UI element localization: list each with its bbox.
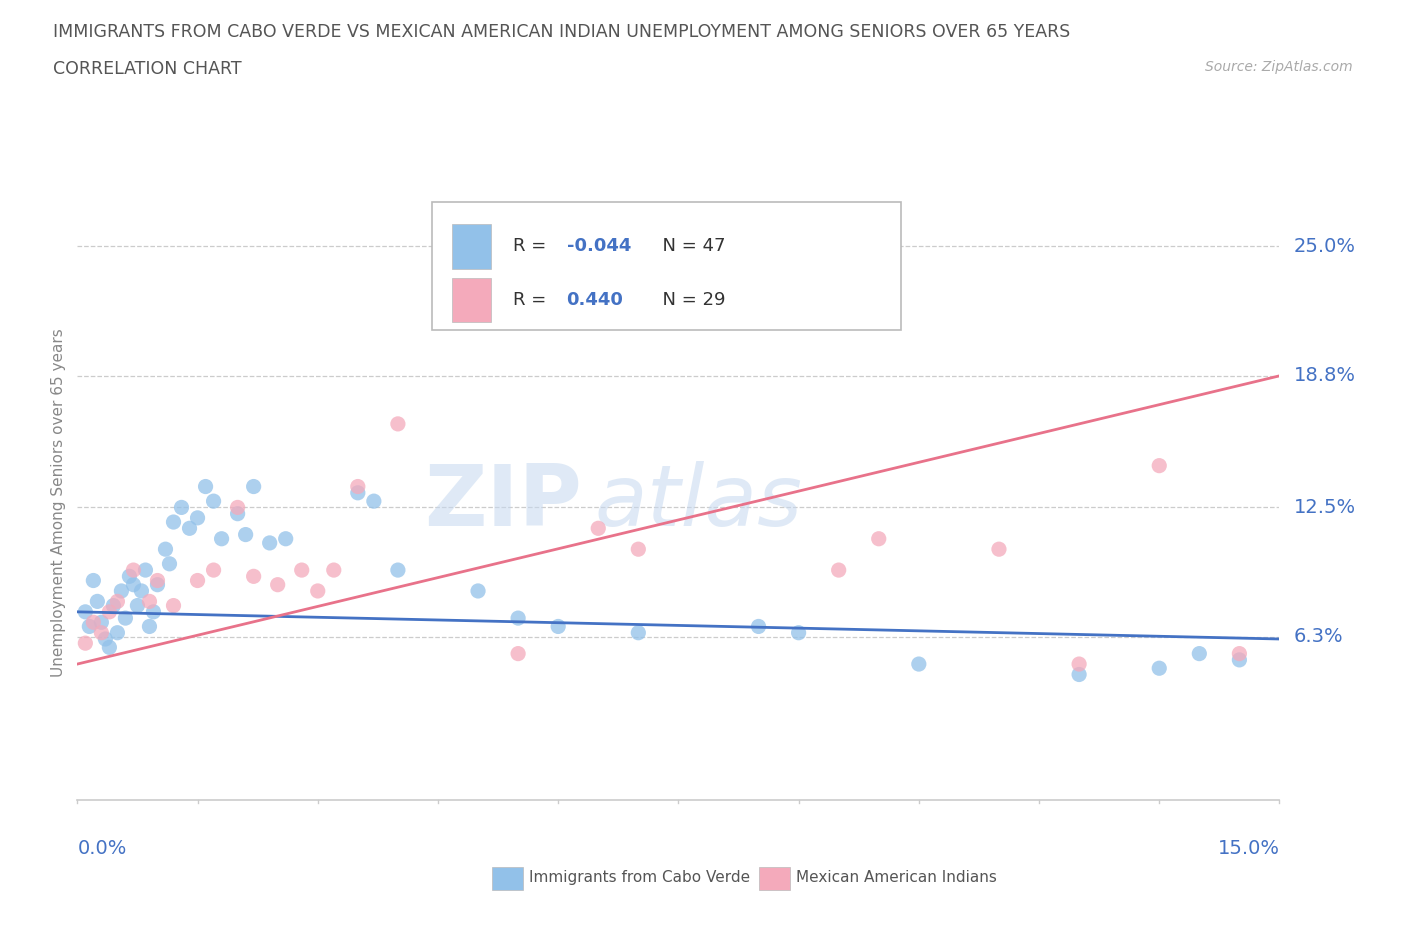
Point bbox=[114, 611, 136, 626]
Point bbox=[274, 531, 297, 546]
Point bbox=[179, 521, 201, 536]
Text: R =: R = bbox=[513, 291, 551, 309]
Bar bbox=[453, 224, 491, 269]
Point bbox=[202, 494, 225, 509]
Point bbox=[82, 615, 104, 630]
Text: N = 29: N = 29 bbox=[651, 291, 725, 309]
Point bbox=[346, 485, 368, 500]
Point bbox=[107, 625, 129, 640]
Point bbox=[103, 598, 125, 613]
Point bbox=[94, 631, 117, 646]
Point bbox=[242, 479, 264, 494]
Point bbox=[138, 619, 160, 634]
Point bbox=[267, 578, 290, 592]
Point bbox=[155, 542, 177, 557]
Bar bbox=[453, 277, 491, 322]
Point bbox=[387, 563, 409, 578]
Point bbox=[134, 563, 156, 578]
Point bbox=[828, 563, 851, 578]
FancyBboxPatch shape bbox=[432, 202, 901, 329]
Point bbox=[98, 640, 121, 655]
Point bbox=[1229, 653, 1251, 668]
Text: ZIP: ZIP bbox=[425, 460, 582, 544]
Point bbox=[627, 625, 650, 640]
Point bbox=[138, 594, 160, 609]
Point bbox=[748, 619, 770, 634]
Point bbox=[107, 594, 129, 609]
Point bbox=[86, 594, 108, 609]
Point bbox=[211, 531, 233, 546]
Point bbox=[127, 598, 149, 613]
Point bbox=[1188, 646, 1211, 661]
Text: -0.044: -0.044 bbox=[567, 237, 631, 255]
Text: Mexican American Indians: Mexican American Indians bbox=[796, 870, 997, 885]
Point bbox=[202, 563, 225, 578]
Point bbox=[226, 500, 249, 515]
Text: 0.440: 0.440 bbox=[567, 291, 623, 309]
Point bbox=[1149, 661, 1171, 676]
Point bbox=[90, 615, 112, 630]
Text: 12.5%: 12.5% bbox=[1294, 498, 1355, 517]
Point bbox=[1149, 458, 1171, 473]
Point bbox=[1069, 657, 1091, 671]
Text: N = 47: N = 47 bbox=[651, 237, 725, 255]
Text: 6.3%: 6.3% bbox=[1294, 628, 1344, 646]
Point bbox=[75, 604, 97, 619]
Text: 25.0%: 25.0% bbox=[1294, 237, 1355, 256]
Point bbox=[90, 625, 112, 640]
Point bbox=[387, 417, 409, 432]
Text: Source: ZipAtlas.com: Source: ZipAtlas.com bbox=[1205, 60, 1353, 74]
Point bbox=[146, 573, 169, 588]
Text: 18.8%: 18.8% bbox=[1294, 366, 1355, 385]
Point bbox=[110, 583, 132, 598]
Point bbox=[162, 514, 184, 529]
Point bbox=[186, 511, 209, 525]
Text: Immigrants from Cabo Verde: Immigrants from Cabo Verde bbox=[529, 870, 749, 885]
Point bbox=[98, 604, 121, 619]
Point bbox=[1229, 646, 1251, 661]
Point bbox=[627, 542, 650, 557]
Point bbox=[748, 306, 770, 321]
Point bbox=[242, 569, 264, 584]
Point bbox=[194, 479, 217, 494]
Point bbox=[1069, 667, 1091, 682]
Point bbox=[131, 583, 153, 598]
Point bbox=[146, 578, 169, 592]
Point bbox=[508, 611, 530, 626]
Point bbox=[363, 494, 385, 509]
Point bbox=[226, 506, 249, 521]
Point bbox=[122, 578, 145, 592]
Text: atlas: atlas bbox=[595, 460, 803, 544]
Point bbox=[346, 479, 368, 494]
Point bbox=[467, 583, 489, 598]
Text: 0.0%: 0.0% bbox=[77, 839, 127, 857]
Y-axis label: Unemployment Among Seniors over 65 years: Unemployment Among Seniors over 65 years bbox=[51, 328, 66, 677]
Text: CORRELATION CHART: CORRELATION CHART bbox=[53, 60, 242, 78]
Point bbox=[908, 657, 931, 671]
Point bbox=[787, 625, 810, 640]
Point bbox=[508, 646, 530, 661]
Point bbox=[588, 521, 610, 536]
Point bbox=[162, 598, 184, 613]
Text: 15.0%: 15.0% bbox=[1218, 839, 1279, 857]
Point bbox=[547, 619, 569, 634]
Point bbox=[82, 573, 104, 588]
Point bbox=[75, 636, 97, 651]
Text: R =: R = bbox=[513, 237, 551, 255]
Point bbox=[170, 500, 193, 515]
Point bbox=[291, 563, 314, 578]
Point bbox=[159, 556, 181, 571]
Point bbox=[142, 604, 165, 619]
Point bbox=[322, 563, 344, 578]
Point bbox=[307, 583, 329, 598]
Point bbox=[988, 542, 1011, 557]
Point bbox=[186, 573, 209, 588]
Point bbox=[118, 569, 141, 584]
Point bbox=[122, 563, 145, 578]
Point bbox=[79, 619, 101, 634]
Point bbox=[235, 527, 257, 542]
Point bbox=[259, 536, 281, 551]
Point bbox=[868, 531, 890, 546]
Text: IMMIGRANTS FROM CABO VERDE VS MEXICAN AMERICAN INDIAN UNEMPLOYMENT AMONG SENIORS: IMMIGRANTS FROM CABO VERDE VS MEXICAN AM… bbox=[53, 23, 1071, 41]
